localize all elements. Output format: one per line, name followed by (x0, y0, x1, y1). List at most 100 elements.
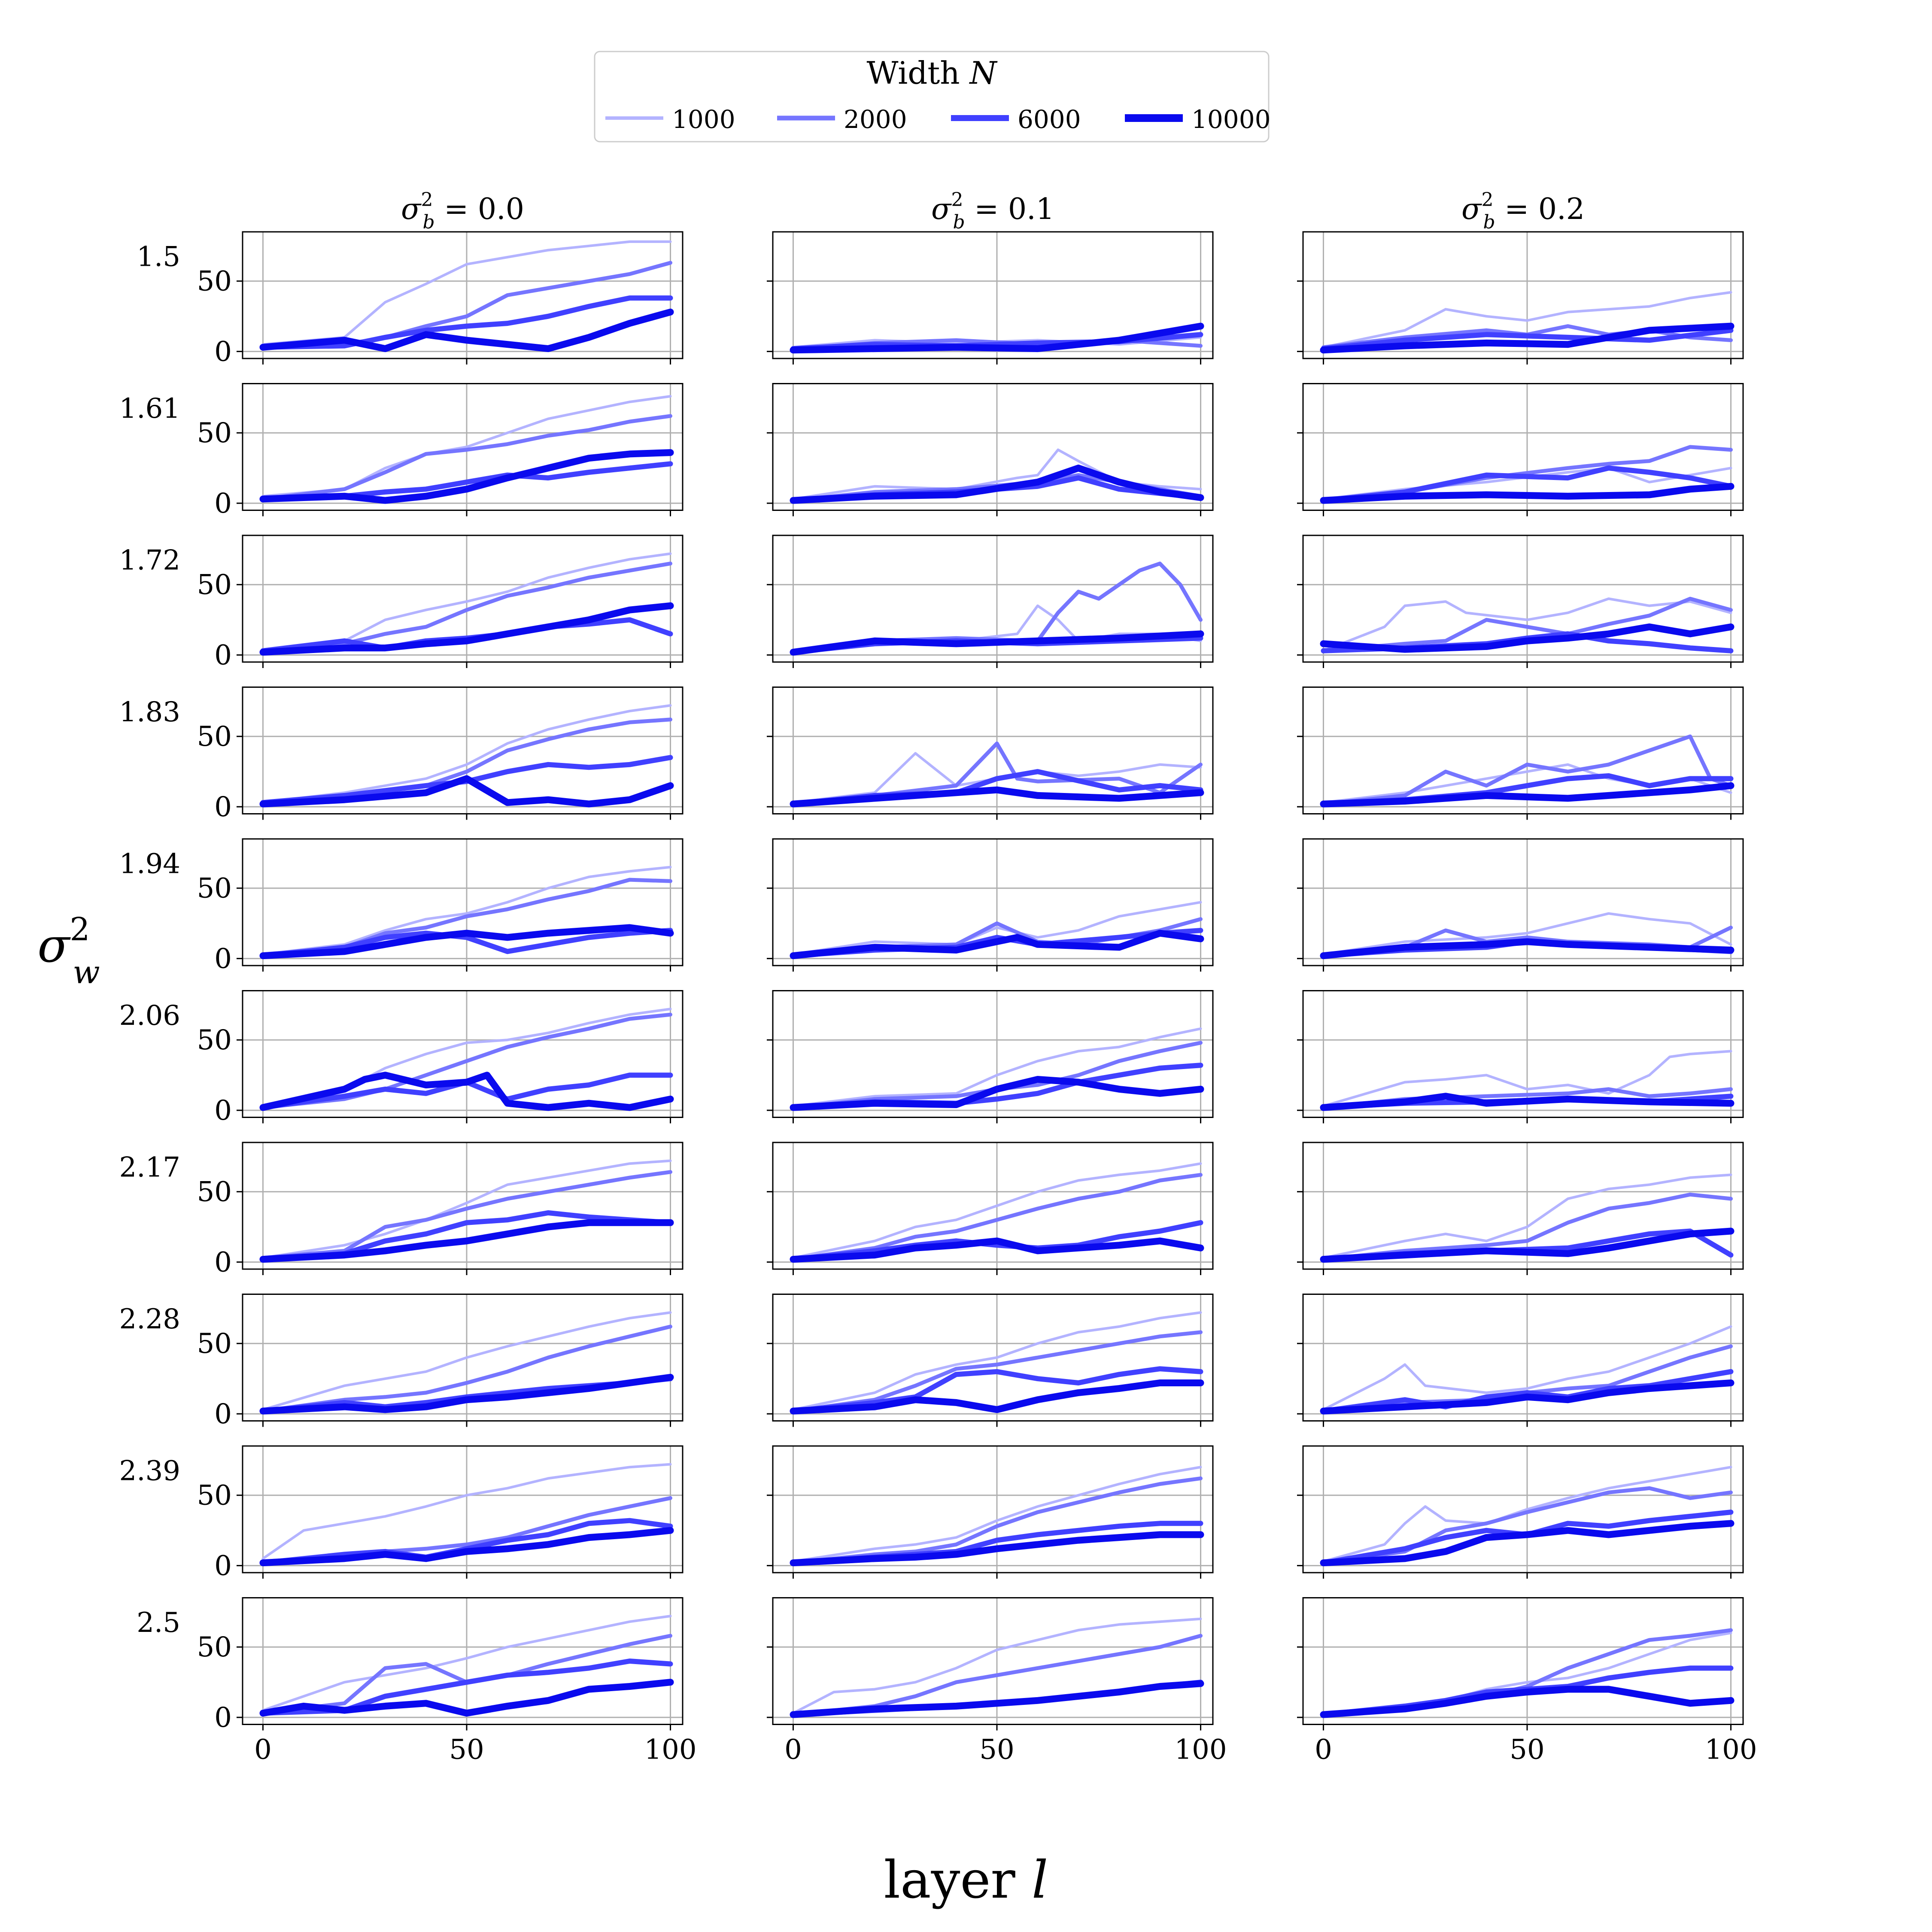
legend-entry-10000: 10000 (1125, 105, 1271, 134)
series-line-6000 (260, 1210, 673, 1262)
legend-label-6000: 6000 (1018, 105, 1081, 134)
panel-frame (772, 1142, 1214, 1270)
series-line-10000 (790, 1531, 1204, 1567)
series-line-1000 (1322, 1173, 1732, 1259)
row-label-5: 2.06 (119, 1000, 181, 1032)
panel-r4-c2 (1297, 838, 1744, 972)
panel-r3-c1 (767, 687, 1214, 820)
panel-frame (1302, 687, 1744, 814)
series-line-2000 (1321, 1192, 1733, 1261)
series-line-10000 (259, 1072, 674, 1111)
series-line-2000 (1321, 1344, 1733, 1413)
row-label-3: 1.83 (119, 696, 181, 728)
panel-r9-c2: 0 50 100 (1297, 1597, 1757, 1766)
series-line-2000 (791, 1041, 1203, 1110)
panel-frame (772, 838, 1214, 966)
legend-label-10000: 10000 (1191, 105, 1271, 134)
panel-r2-c1 (767, 535, 1214, 668)
series-line-10000 (1320, 1093, 1735, 1111)
y-tick-label-50: 50 (197, 569, 232, 601)
series-line-2000 (261, 414, 672, 501)
series-line-10000 (790, 1237, 1204, 1263)
panel-r8-c0: 0 50 (197, 1445, 683, 1582)
series-line-10000 (259, 1373, 674, 1415)
y-tick-label-50: 50 (197, 1176, 232, 1208)
series-line-1000 (261, 1311, 672, 1411)
panel-frame (1302, 838, 1744, 966)
series-line-10000 (1320, 782, 1735, 808)
series-line-6000 (790, 1366, 1203, 1414)
series-line-2000 (791, 1330, 1203, 1413)
series-line-10000 (259, 602, 674, 656)
panel-r0-c0: 0 50 (197, 231, 683, 368)
panel-frame (772, 990, 1214, 1118)
row-label-1: 1.61 (119, 393, 181, 425)
panel-r0-c1 (767, 231, 1214, 365)
legend-label-1000: 1000 (672, 105, 735, 134)
legend: Width N 1000 2000 6000 10000 (594, 51, 1271, 143)
y-tick-label-50: 50 (197, 873, 232, 905)
x-tick-label-50: 50 (979, 1734, 1014, 1766)
series-line-10000 (259, 308, 674, 352)
series-line-10000 (790, 1680, 1204, 1718)
y-tick-label-0: 0 (214, 1398, 232, 1430)
panel-frame (1302, 1445, 1744, 1574)
panel-frame (1302, 1597, 1744, 1725)
panel-frame (772, 1294, 1214, 1422)
panel-frame (242, 231, 683, 359)
series-line-1000 (1322, 597, 1732, 652)
y-tick-label-50: 50 (197, 1328, 232, 1360)
row-label-4: 1.94 (119, 848, 181, 880)
legend-entry-1000: 1000 (605, 105, 735, 134)
row-label-8: 2.39 (119, 1455, 181, 1487)
series-line-1000 (261, 552, 672, 652)
y-tick-label-0: 0 (214, 791, 232, 823)
series-line-6000 (260, 755, 673, 805)
series-line-10000 (790, 322, 1204, 354)
row-label-9: 2.5 (137, 1607, 180, 1639)
panel-frame (772, 383, 1214, 511)
y-tick-label-0: 0 (214, 640, 232, 671)
y-tick-label-50: 50 (197, 1024, 232, 1056)
series-line-10000 (1320, 1520, 1735, 1567)
series-line-10000 (790, 465, 1204, 504)
series-line-10000 (259, 775, 674, 808)
x-tick-label-50: 50 (1510, 1734, 1544, 1766)
series-line-2000 (791, 1173, 1203, 1261)
y-tick-label-50: 50 (197, 721, 232, 753)
series-line-1000 (261, 866, 672, 956)
legend-frame (594, 51, 1270, 143)
panel-r7-c0: 0 50 (197, 1294, 683, 1430)
series-line-2000 (1321, 734, 1733, 806)
series-line-6000 (1321, 465, 1734, 503)
x-tick-label-100: 100 (1704, 1734, 1757, 1766)
panel-frame (1302, 383, 1744, 511)
panel-r7-c1 (767, 1294, 1214, 1427)
series-line-10000 (790, 1379, 1204, 1415)
row-label-2: 1.72 (119, 545, 181, 577)
panel-r4-c1 (767, 838, 1214, 972)
y-tick-label-50: 50 (197, 266, 232, 298)
panel-frame (242, 383, 683, 511)
panel-r1-c0: 0 50 (197, 383, 683, 519)
series-line-10000 (259, 1679, 674, 1717)
series-line-1000 (261, 240, 672, 346)
y-tick-label-0: 0 (214, 1550, 232, 1582)
series-line-10000 (259, 449, 674, 504)
x-tick-label-100: 100 (644, 1734, 696, 1766)
panel-r6-c2 (1297, 1142, 1744, 1275)
panel-frame (772, 535, 1214, 663)
panel-r6-c1 (767, 1142, 1214, 1275)
row-label-6: 2.17 (119, 1152, 181, 1184)
series-line-10000 (790, 786, 1204, 808)
legend-entry-6000: 6000 (951, 105, 1081, 134)
panel-frame (242, 1294, 683, 1422)
series-line-6000 (260, 928, 673, 959)
series-line-6000 (260, 461, 673, 502)
series-line-1000 (1322, 912, 1732, 956)
series-line-6000 (260, 1072, 673, 1110)
series-line-6000 (260, 1518, 673, 1566)
series-line-10000 (1320, 1227, 1735, 1263)
panel-r9-c1: 0 50 100 (767, 1597, 1227, 1766)
series-line-2000 (261, 1324, 672, 1413)
